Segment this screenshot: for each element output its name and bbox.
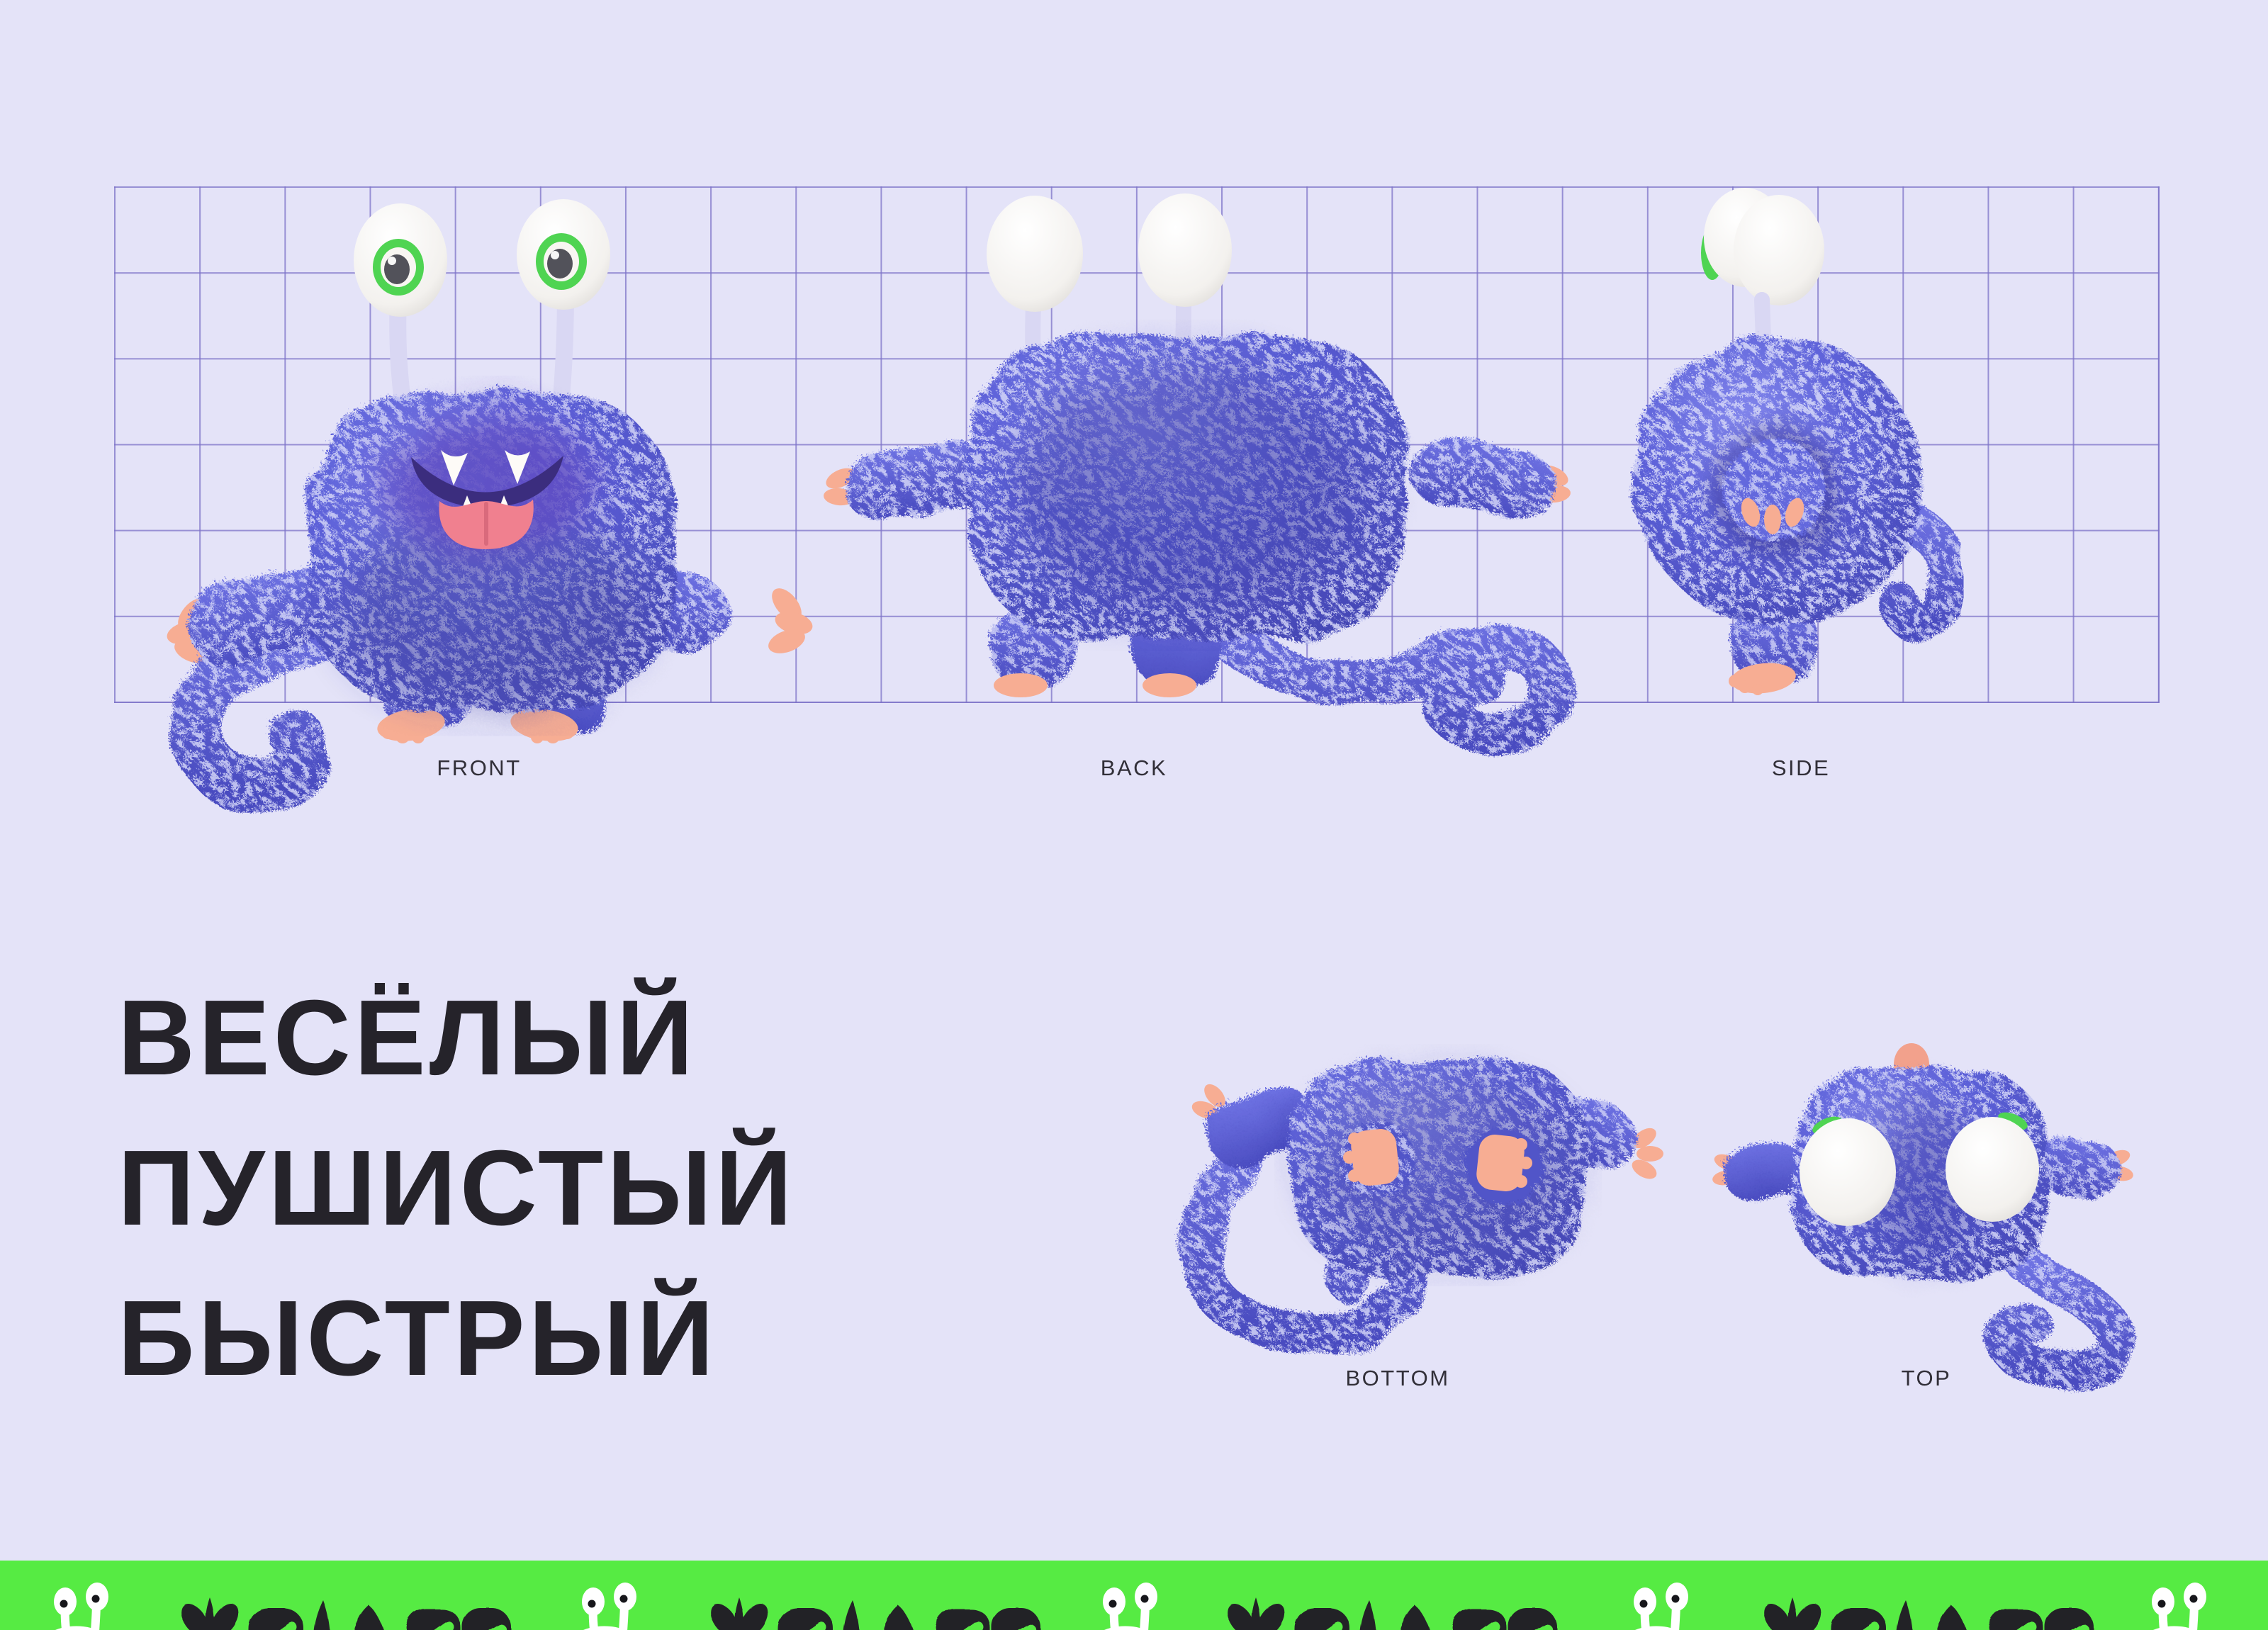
monster-mascot-icon xyxy=(582,1583,636,1630)
monster-wordmark xyxy=(181,1597,511,1630)
arms xyxy=(1721,1133,2116,1200)
view-label-front: FRONT xyxy=(437,755,522,780)
monster-wordmark xyxy=(710,1597,1040,1630)
top-eye xyxy=(1946,1117,2039,1222)
leg xyxy=(1728,605,1816,677)
fang xyxy=(505,450,530,484)
side-eye xyxy=(1734,195,1824,305)
back-eye xyxy=(1138,193,1232,307)
paw-claws xyxy=(1741,498,1804,534)
side-body xyxy=(1631,334,1920,623)
tail xyxy=(1873,493,1970,640)
monster-wordmark xyxy=(1763,1597,2094,1630)
monster-mascot-icon xyxy=(54,1583,108,1630)
monster-front-view xyxy=(167,199,813,811)
back-eye xyxy=(987,196,1083,312)
headline-line: БЫСТРЫЙ xyxy=(118,1278,717,1398)
mouth xyxy=(411,450,563,549)
monster-mascot-icon xyxy=(2152,1583,2206,1630)
fang xyxy=(441,450,468,485)
iris-sliver xyxy=(1998,1112,2028,1130)
view-label-top: TOP xyxy=(1901,1366,1952,1390)
monster-side-view xyxy=(1631,188,1970,695)
headline-line: ВЕСЁЛЫЙ xyxy=(118,977,697,1097)
tail xyxy=(1984,1241,2131,1387)
feet xyxy=(994,673,1196,697)
tail xyxy=(1183,597,1573,753)
headline-line: ПУШИСТЫЙ xyxy=(118,1128,796,1247)
paw-pads xyxy=(1343,1129,1532,1191)
monster-mascot-icon xyxy=(1103,1583,1157,1630)
foot xyxy=(1729,663,1796,695)
feet xyxy=(377,709,578,743)
view-label-bottom: BOTTOM xyxy=(1345,1366,1450,1390)
monster-back-view xyxy=(824,193,1573,753)
monster-top-view xyxy=(1712,1043,2133,1387)
monster-mascot-icon xyxy=(1634,1583,1688,1630)
hand-claws xyxy=(1191,1084,1663,1179)
eye-stalk xyxy=(1754,292,1771,347)
top-eye xyxy=(1800,1118,1896,1226)
monster-bottom-view xyxy=(1179,1058,1663,1352)
headline: ВЕСЁЛЫЙ ПУШИСТЫЙ БЫСТРЫЙ xyxy=(118,962,796,1413)
footer-banner xyxy=(0,1561,2268,1630)
view-label-back: BACK xyxy=(1100,755,1168,780)
arms xyxy=(842,434,1552,519)
bottom-body xyxy=(1289,1058,1588,1272)
monster-wordmark xyxy=(1227,1597,1557,1630)
back-body xyxy=(967,334,1403,637)
front-eyes xyxy=(354,199,610,317)
view-label-side: SIDE xyxy=(1771,755,1831,780)
